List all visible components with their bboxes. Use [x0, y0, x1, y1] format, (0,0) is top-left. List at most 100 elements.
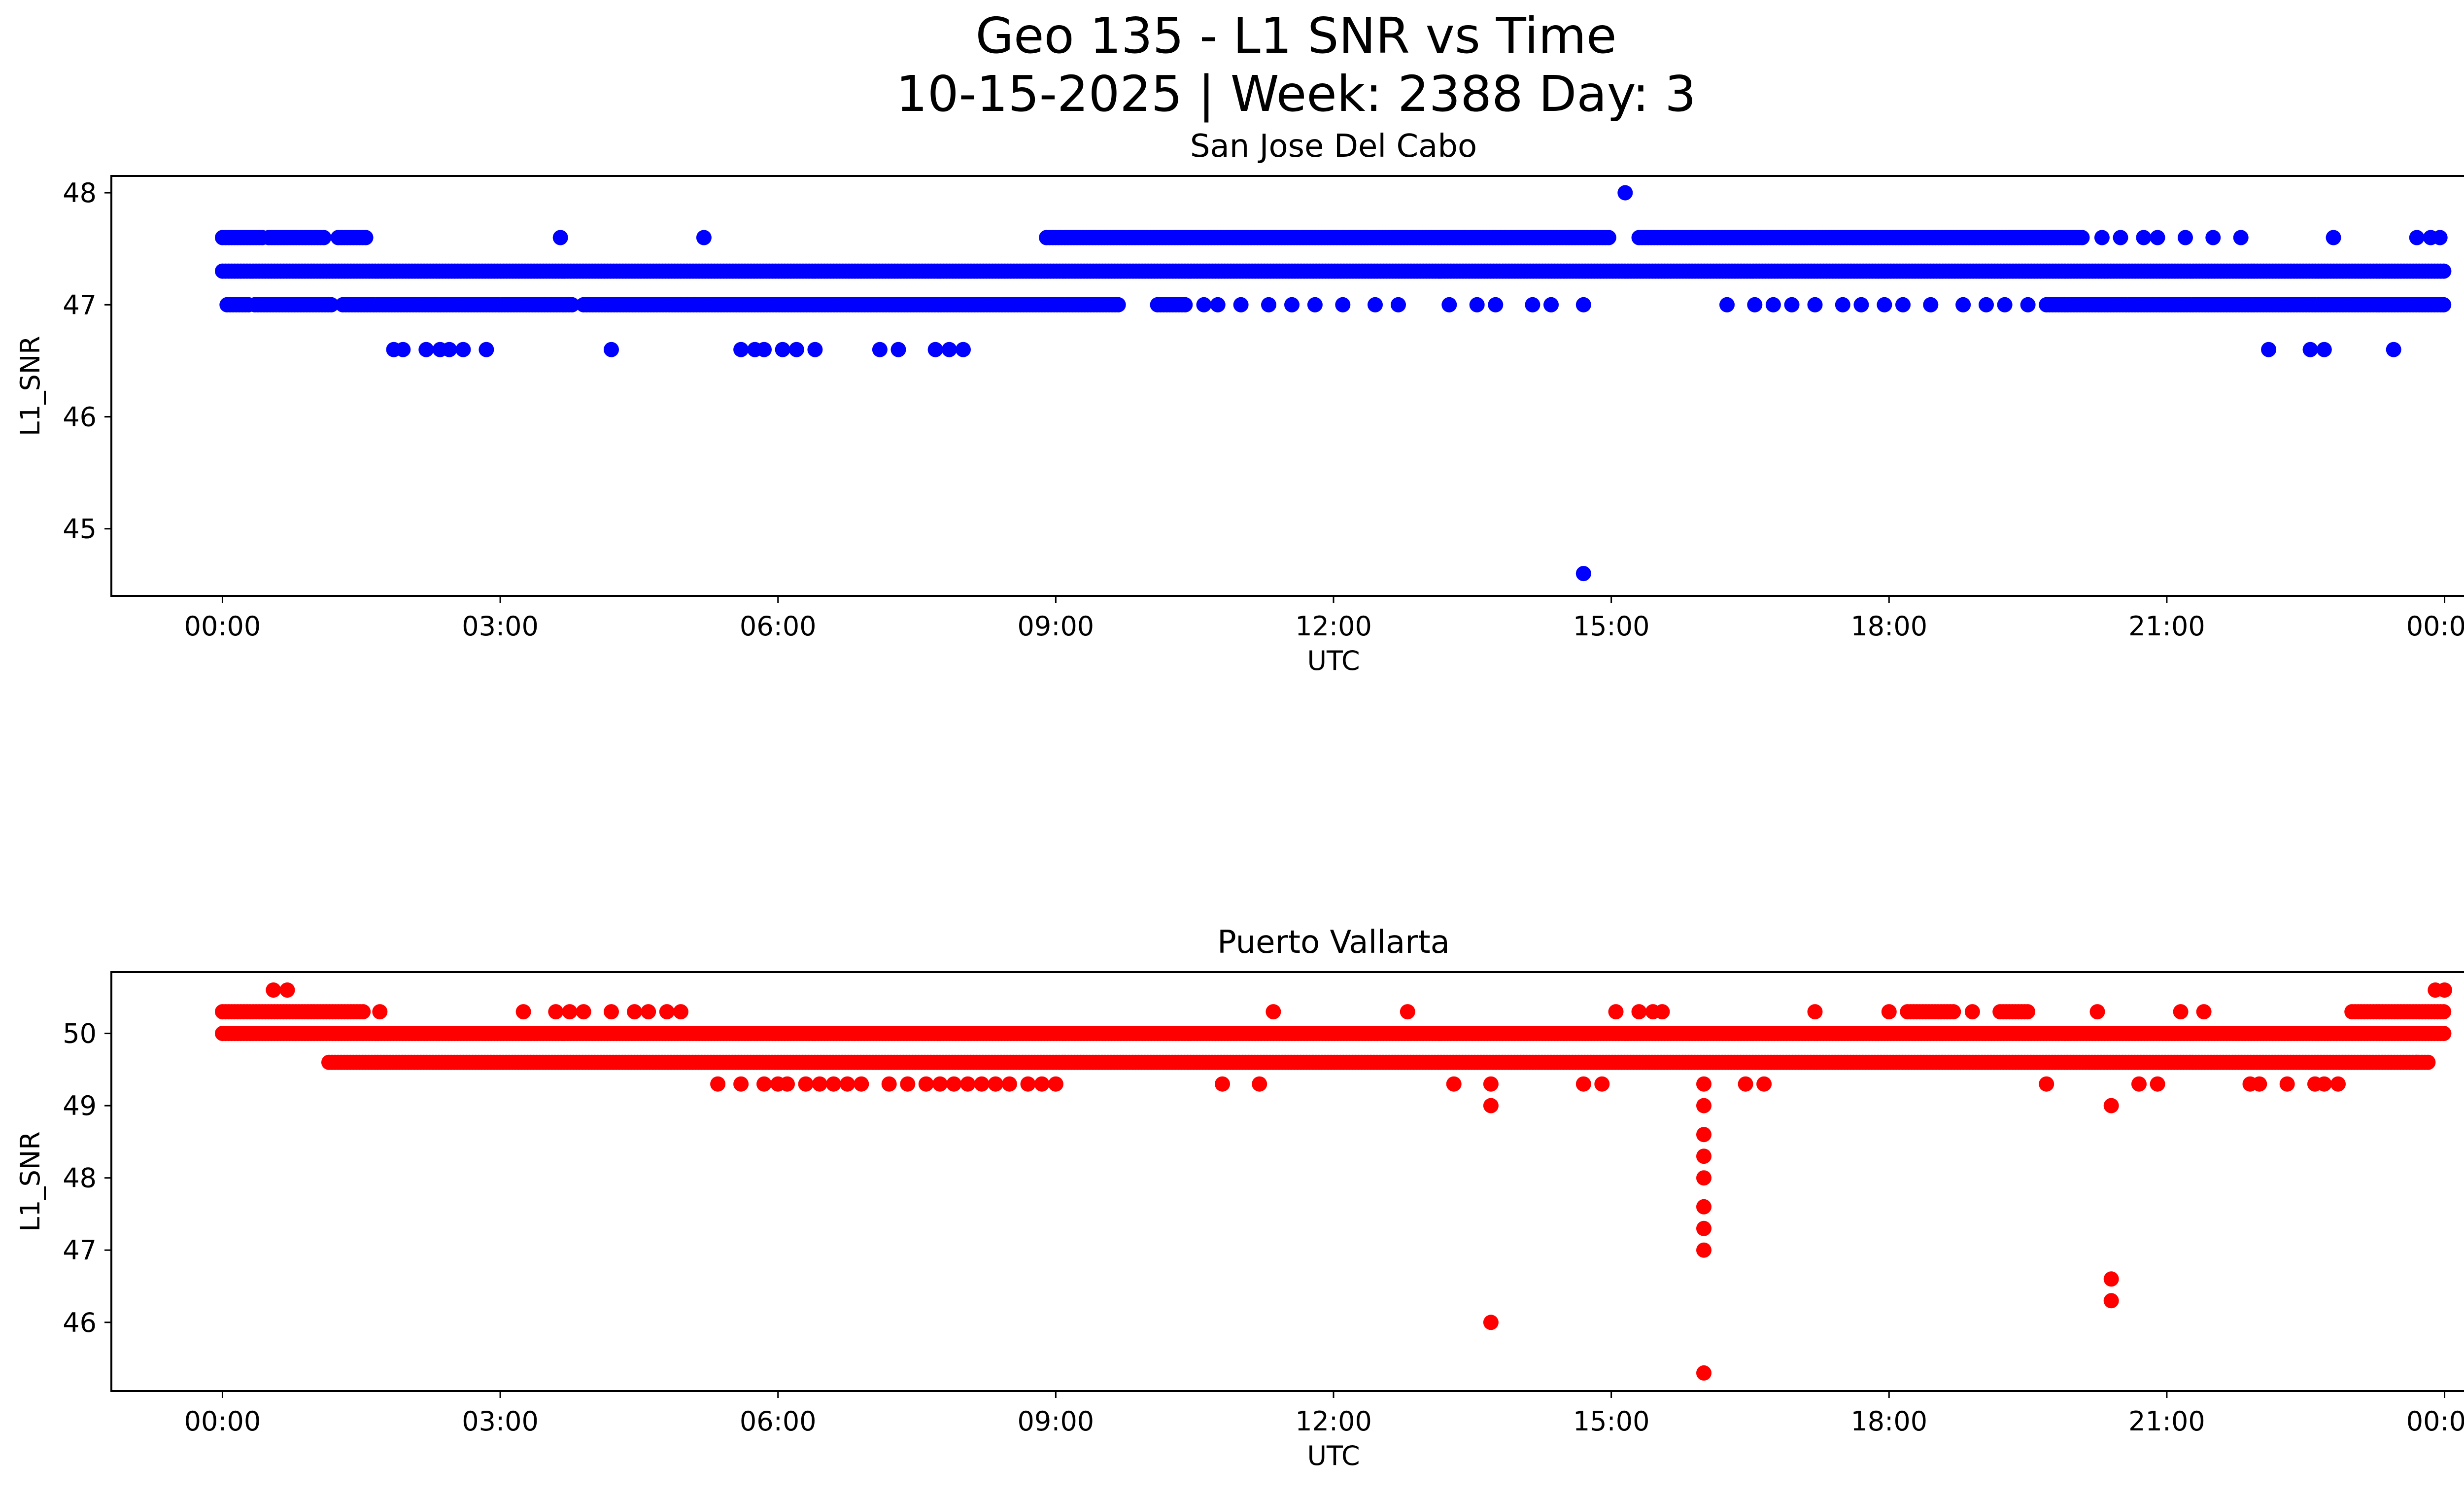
bottom-scatter-point: [1696, 1127, 1711, 1143]
top-scatter-point: [2150, 230, 2165, 245]
bottom-x-tick-label: 15:00: [1573, 1406, 1650, 1437]
bottom-scatter-point: [548, 1004, 564, 1020]
bottom-x-tick-label: 21:00: [2128, 1406, 2205, 1437]
top-scatter-point: [1469, 297, 1485, 313]
bottom-scatter-point: [2039, 1076, 2054, 1092]
bottom-scatter-point: [1608, 1004, 1624, 1020]
bottom-scatter-point: [826, 1076, 841, 1092]
bottom-subplot-title: Puerto Vallarta: [1217, 924, 1450, 961]
bottom-scatter-point: [780, 1076, 795, 1092]
bottom-scatter-point: [372, 1004, 388, 1020]
top-scatter-point: [733, 342, 749, 357]
bottom-scatter-point: [960, 1076, 976, 1092]
bottom-scatter-point: [1696, 1098, 1711, 1113]
bottom-scatter-point: [1594, 1076, 1610, 1092]
bottom-scatter-point: [2330, 1076, 2346, 1092]
top-x-tick-label: 09:00: [1018, 611, 1095, 642]
bottom-scatter-point: [562, 1004, 578, 1020]
top-scatter-point: [1210, 297, 1226, 313]
top-scatter-point: [479, 342, 494, 357]
top-subplot-title: San Jose Del Cabo: [1190, 128, 1477, 165]
bottom-scatter-point: [2316, 1076, 2332, 1092]
top-scatter-point: [1955, 297, 1971, 313]
top-band-1-point: [564, 297, 580, 313]
top-scatter-point: [442, 342, 457, 357]
top-scatter-point: [2302, 342, 2318, 357]
top-scatter-point: [956, 342, 971, 357]
bottom-scatter-point: [2437, 982, 2452, 998]
bottom-scatter-point: [2279, 1076, 2295, 1092]
bottom-scatter-point: [1483, 1098, 1499, 1113]
bottom-x-tick-label: 00:00: [2406, 1406, 2464, 1437]
top-scatter-point: [788, 342, 804, 357]
top-scatter-point: [1575, 566, 1591, 582]
bottom-scatter-point: [798, 1076, 814, 1092]
top-scatter-point: [2020, 297, 2036, 313]
top-scatter-point: [395, 342, 411, 357]
top-scatter-point: [2409, 230, 2425, 245]
top-scatter-point: [2205, 230, 2221, 245]
top-scatter-point: [1835, 297, 1850, 313]
bottom-scatter-point: [1020, 1076, 1036, 1092]
top-scatter-point: [1895, 297, 1911, 313]
bottom-scatter-point: [1400, 1004, 1415, 1020]
bottom-scatter-point: [673, 1004, 688, 1020]
bottom-band-2-point: [2436, 1004, 2452, 1020]
top-scatter-point: [1575, 297, 1591, 313]
bottom-scatter-point: [918, 1076, 934, 1092]
bottom-scatter-point: [2173, 1004, 2189, 1020]
bottom-scatter-point: [1696, 1242, 1711, 1258]
top-scatter-point: [1543, 297, 1559, 313]
bottom-scatter-point: [604, 1004, 619, 1020]
bottom-scatter-point: [1215, 1076, 1230, 1092]
bottom-scatter-point: [1696, 1220, 1711, 1236]
top-scatter-point: [1877, 297, 1892, 313]
bottom-scatter-point: [1631, 1004, 1647, 1020]
top-scatter-point: [941, 342, 957, 357]
top-scatter-point: [1765, 297, 1781, 313]
top-y-axis-label: L1_SNR: [15, 336, 46, 436]
top-band-2-point: [1601, 230, 1616, 245]
bottom-scatter-point: [2103, 1098, 2119, 1113]
bottom-x-tick-label: 00:00: [184, 1406, 261, 1437]
bottom-scatter-point: [1483, 1076, 1499, 1092]
bottom-y-tick-label: 48: [63, 1163, 97, 1194]
bottom-band-1-point: [2420, 1054, 2436, 1070]
top-band-0-point: [2436, 263, 2452, 279]
bottom-scatter-point: [733, 1076, 749, 1092]
top-data-points: [215, 185, 2452, 582]
top-x-tick-label: 03:00: [462, 611, 539, 642]
puerto-vallarta-chart: Puerto Vallarta 00:00 03:00 06:00 09:00 12:00…: [15, 924, 2464, 1471]
top-band-2-point: [316, 230, 332, 245]
bottom-x-tick-label: 12:00: [1295, 1406, 1372, 1437]
bottom-scatter-point: [279, 982, 295, 998]
bottom-y-tick-label: 47: [63, 1235, 97, 1266]
top-band-1-point: [2436, 297, 2452, 313]
top-scatter-point: [1525, 297, 1540, 313]
top-y-tick-label: 46: [63, 401, 97, 432]
top-scatter-point: [1923, 297, 1939, 313]
top-scatter-point: [2326, 230, 2341, 245]
bottom-scatter-point: [641, 1004, 656, 1020]
bottom-x-tick-label: 09:00: [1018, 1406, 1095, 1437]
bottom-scatter-point: [812, 1076, 827, 1092]
top-scatter-point: [1335, 297, 1351, 313]
top-scatter-point: [890, 342, 906, 357]
top-x-tick-label: 06:00: [740, 611, 817, 642]
bottom-x-tick-label: 18:00: [1850, 1406, 1927, 1437]
bottom-x-tick-label: 06:00: [740, 1406, 817, 1437]
bottom-scatter-point: [840, 1076, 856, 1092]
top-scatter-point: [1368, 297, 1383, 313]
top-scatter-point: [1747, 297, 1763, 313]
bottom-band-2-point: [355, 1004, 371, 1020]
top-scatter-point: [2178, 230, 2193, 245]
top-scatter-point: [696, 230, 712, 245]
bottom-scatter-point: [2103, 1271, 2119, 1287]
bottom-scatter-point: [1696, 1199, 1711, 1215]
bottom-scatter-point: [1575, 1076, 1591, 1092]
top-scatter-point: [872, 342, 888, 357]
bottom-scatter-point: [1738, 1076, 1753, 1092]
top-scatter-point: [1261, 297, 1276, 313]
